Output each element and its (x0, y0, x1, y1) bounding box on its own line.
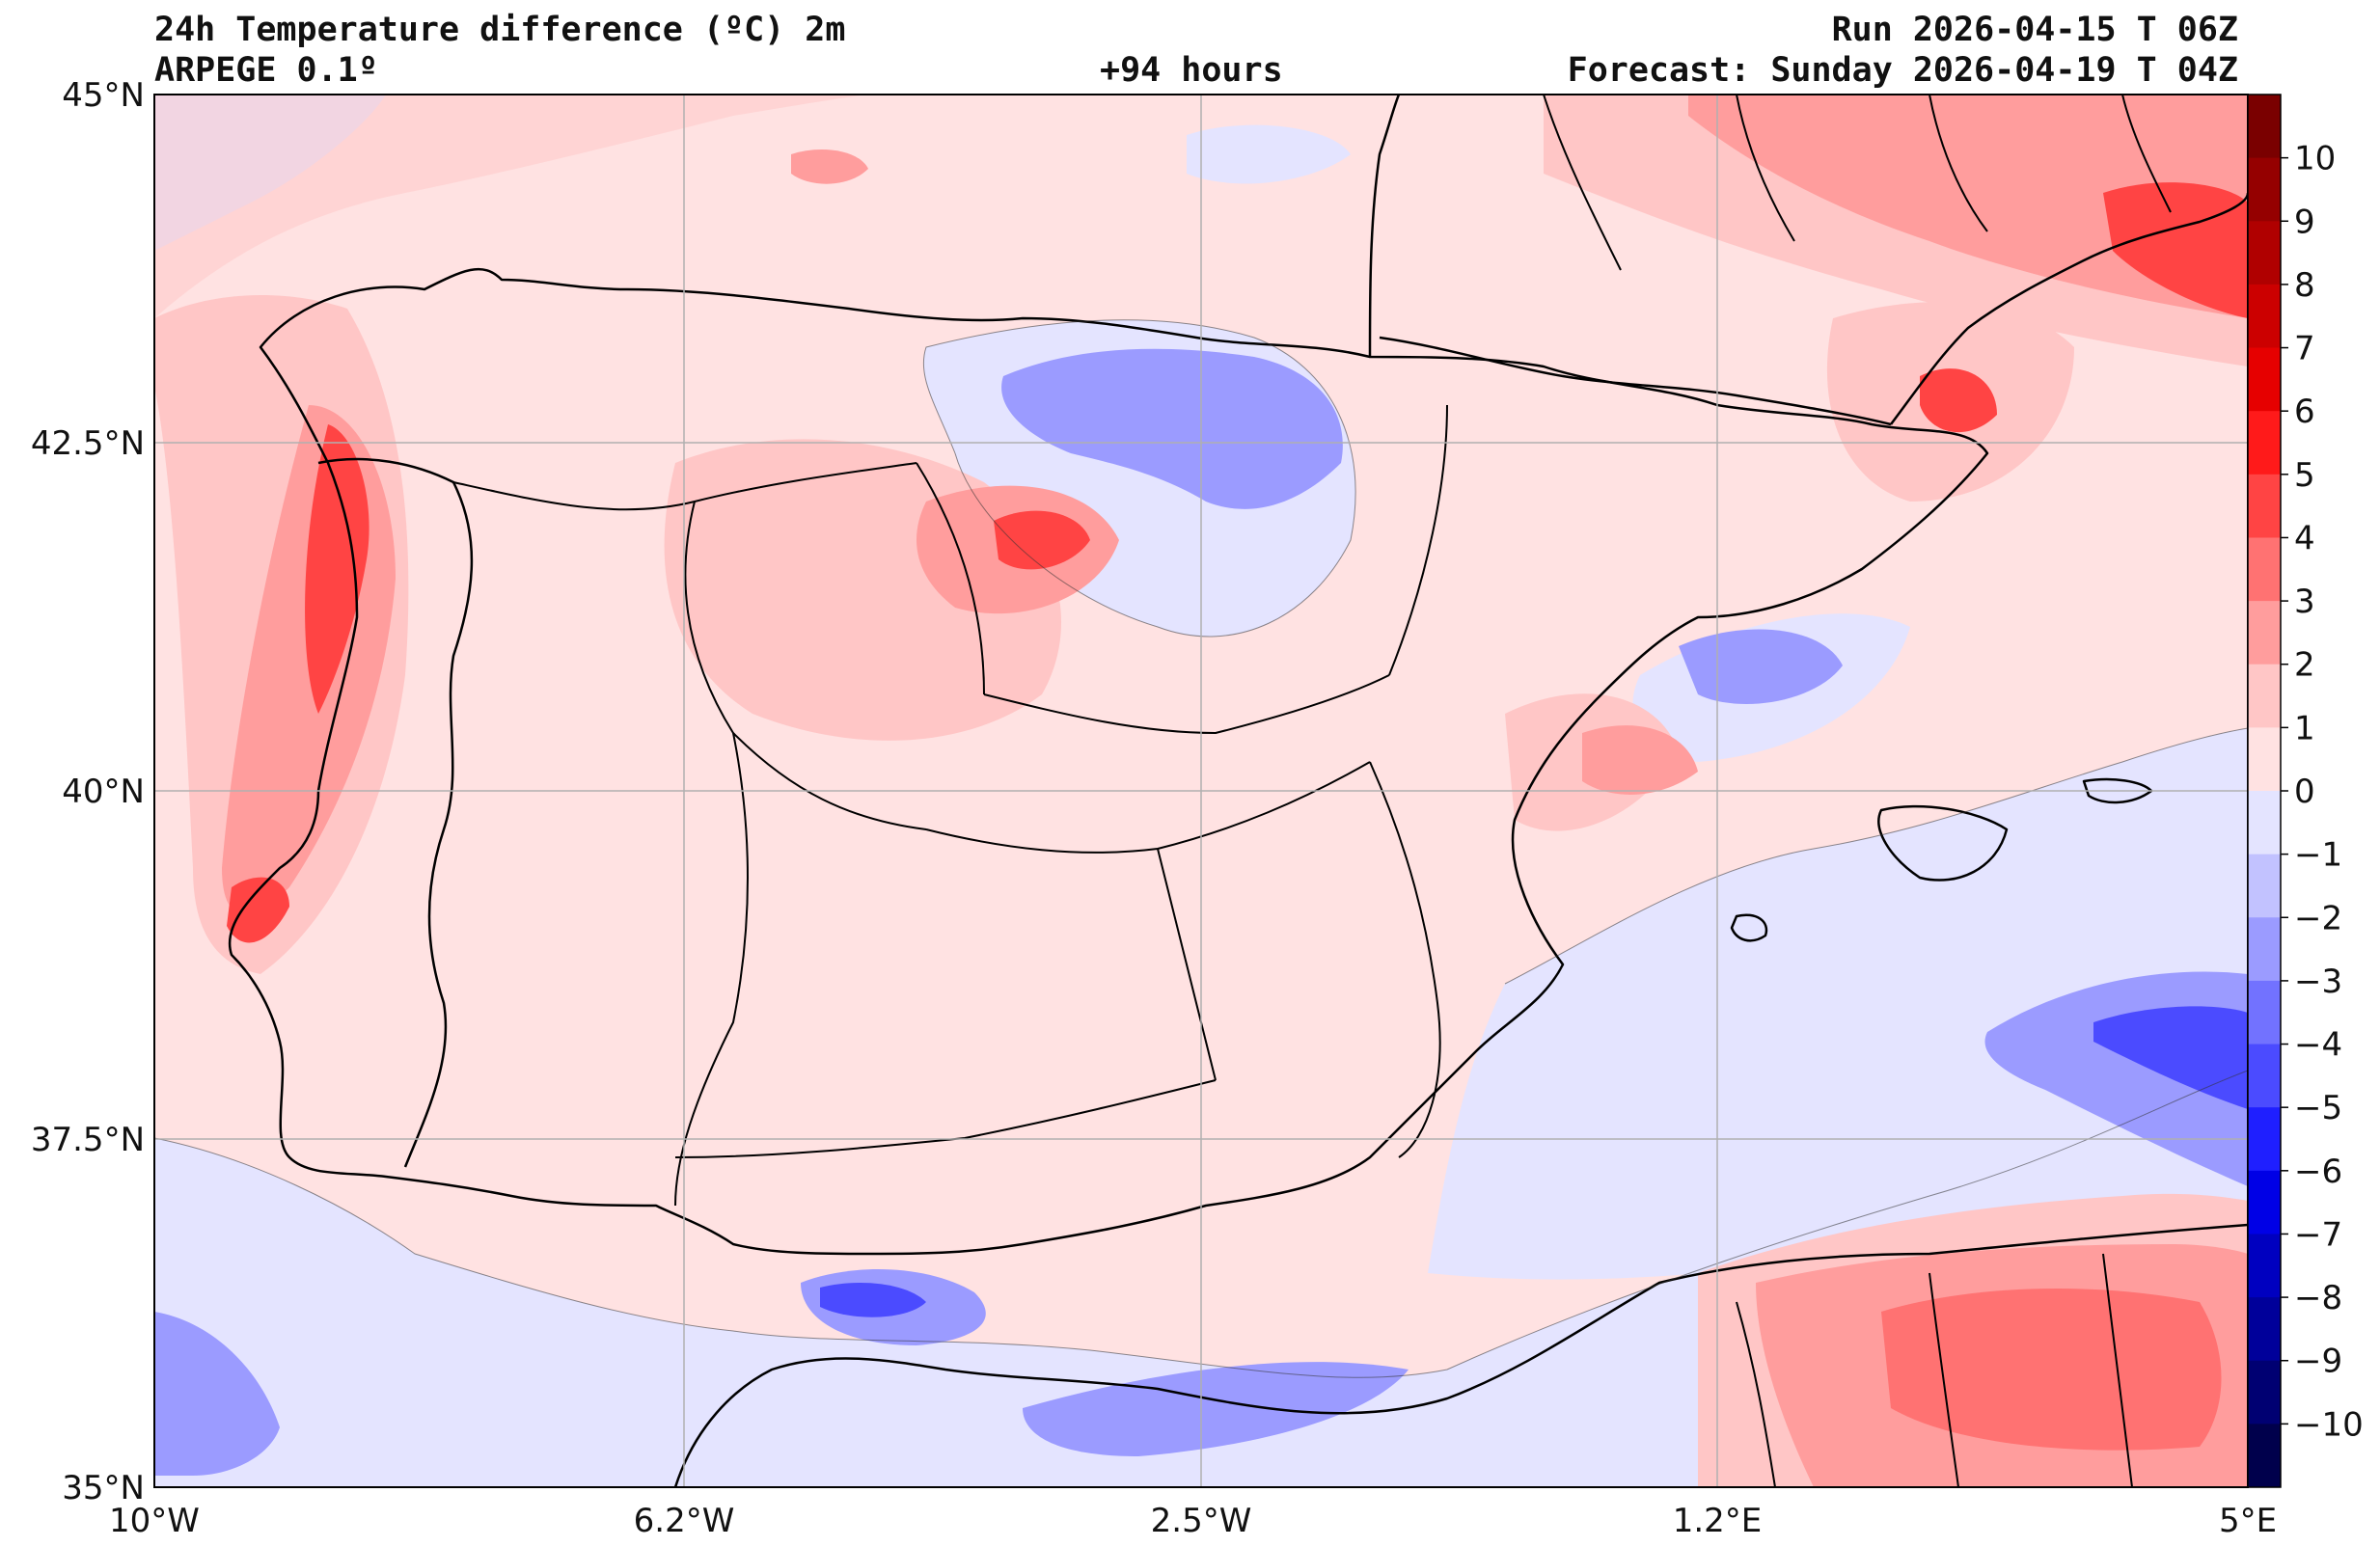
contour-ebro-blue (1001, 348, 1343, 509)
colorbar-swatch (2248, 537, 2281, 602)
france-med-coast (1889, 192, 2248, 425)
colorbar-swatch (2248, 917, 2281, 982)
iberia-coastline (228, 267, 1989, 1256)
colorbar-label: 4 (2294, 519, 2315, 557)
contour-bay-red (791, 149, 868, 184)
colorbar-label: −9 (2294, 1343, 2342, 1381)
colorbar-label: −3 (2294, 963, 2342, 1001)
contour-lisbon-dark (227, 877, 289, 943)
mallorca (1877, 804, 2009, 882)
colorbar-label: −2 (2294, 899, 2342, 937)
colorbar-swatch (2248, 854, 2281, 918)
contour-atlantic-sw-blue (154, 1312, 280, 1476)
contour-catalonia-dark (1920, 368, 1997, 433)
contour-lines (154, 319, 2248, 1378)
contour-med-east-deep (2093, 1006, 2248, 1109)
portugal-spain-border (317, 457, 474, 1168)
colorbar-label: −6 (2294, 1153, 2342, 1191)
colorbar-label: 1 (2294, 709, 2315, 747)
colorbar-label: −10 (2294, 1405, 2364, 1444)
model-label: ARPEGE 0.1º (154, 51, 378, 90)
colorbar-swatch (2248, 284, 2281, 349)
colorbar-label: 8 (2294, 266, 2315, 305)
colorbar-label: 7 (2294, 330, 2315, 368)
colorbar-swatch (2248, 1107, 2281, 1172)
contour-med-central (1428, 728, 2248, 1280)
colorbar-swatch (2248, 1424, 2281, 1488)
ibiza (1730, 913, 1768, 942)
lat-label: 40°N (62, 773, 145, 811)
france-borders (1543, 95, 2172, 271)
colorbar-label: 5 (2294, 456, 2315, 495)
colorbar-swatch (2248, 664, 2281, 728)
colorbar-label: −8 (2294, 1279, 2342, 1317)
colorbar-label: 0 (2294, 773, 2315, 811)
colorbar-swatch (2248, 727, 2281, 792)
contour-france-red (1688, 95, 2248, 318)
colorbar (2247, 94, 2288, 1488)
contour-alboran-deep (820, 1283, 926, 1317)
forecast-label: Forecast: Sunday 2026-04-19 T 04Z (1567, 51, 2238, 90)
colorbar-swatch (2248, 474, 2281, 538)
colorbar-label: 2 (2294, 646, 2315, 685)
colorbar-swatch (2248, 157, 2281, 222)
lon-label: 5°E (2219, 1502, 2277, 1540)
region-borders (452, 404, 1448, 1207)
colorbar-swatch (2248, 1360, 2281, 1425)
map-title: 24h Temperature difference (ºC) 2m (154, 11, 846, 49)
graticule (154, 95, 2248, 1487)
lat-label: 45°N (62, 76, 145, 115)
colorbar-label: −4 (2294, 1026, 2342, 1065)
lon-label: 2.5°W (1151, 1502, 1252, 1540)
contour-atlantic-band (154, 95, 868, 318)
lat-label: 42.5°N (31, 424, 145, 463)
lat-label: 37.5°N (31, 1121, 145, 1159)
colorbar-swatch (2248, 1234, 2281, 1298)
colorbar-swatch (2248, 1297, 2281, 1362)
colorbar-label: 9 (2294, 203, 2315, 241)
contour-levante-red (1582, 725, 1698, 795)
contour-bay-biscay (1187, 124, 1351, 184)
lon-labels: 10°W 6.2°W 2.5°W 1.2°E 5°E (109, 1502, 2277, 1540)
africa-borders (1736, 1253, 2133, 1487)
africa-coast (673, 1223, 2248, 1487)
colorbar-swatch (2248, 1044, 2281, 1108)
colorbar-swatch (2248, 980, 2281, 1045)
colorbar-swatch (2248, 1170, 2281, 1235)
lon-label: 6.2°W (634, 1502, 735, 1540)
colorbar-label: 10 (2294, 140, 2336, 178)
colorbar-label: −7 (2294, 1215, 2342, 1254)
colorbar-swatch (2248, 791, 2281, 855)
colorbar-label: −1 (2294, 836, 2342, 875)
pyrenees-border (1379, 336, 1892, 426)
contour-castile-dark (994, 510, 1090, 570)
colorbar-swatch (2248, 601, 2281, 665)
coastlines (228, 95, 2248, 1487)
lead-time-label: +94 hours (1100, 51, 1283, 90)
lon-label: 1.2°E (1673, 1502, 1763, 1540)
colorbar-label: 3 (2294, 583, 2315, 621)
colorbar-label: −5 (2294, 1089, 2342, 1127)
france-coast (1368, 95, 1401, 358)
colorbar-swatch (2248, 221, 2281, 285)
colorbar-swatch (2248, 95, 2281, 159)
lat-label: 35°N (62, 1469, 145, 1507)
contour-africa-dark (1881, 1289, 2222, 1451)
colorbar-swatch (2248, 411, 2281, 475)
colorbar-swatch (2248, 347, 2281, 412)
contour-valencia-blue (1679, 629, 1843, 704)
lat-labels: 45°N 42.5°N 40°N 37.5°N 35°N (31, 76, 145, 1507)
run-label: Run 2026-04-15 T 06Z (1831, 11, 2238, 49)
contour-portugal-dark (305, 424, 369, 714)
colorbar-label: 6 (2294, 393, 2315, 431)
lon-label: 10°W (109, 1502, 200, 1540)
